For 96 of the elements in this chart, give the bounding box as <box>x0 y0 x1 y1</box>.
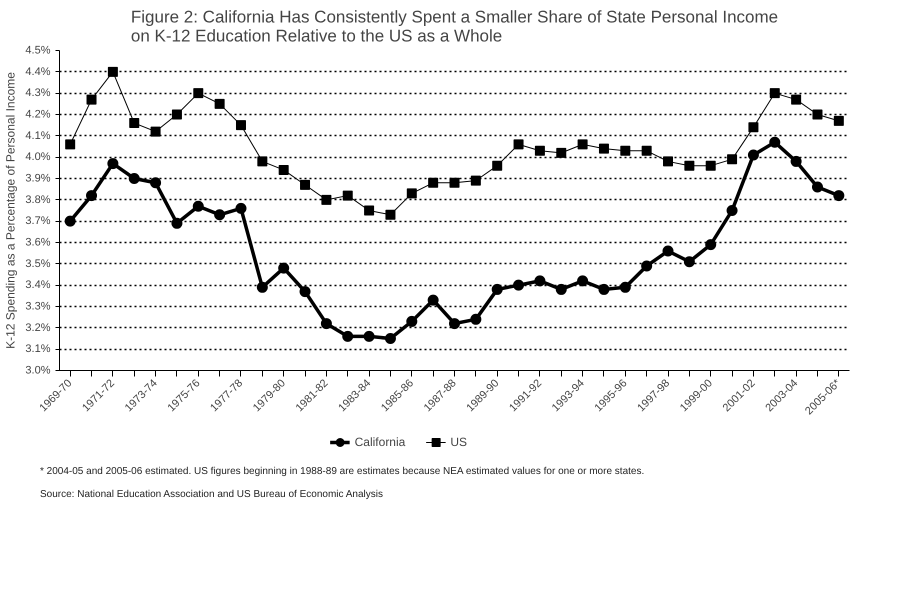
point <box>833 190 844 202</box>
point <box>556 284 567 295</box>
point <box>470 314 482 325</box>
point <box>556 148 566 158</box>
point <box>428 178 438 188</box>
point <box>727 154 738 164</box>
point <box>620 282 631 293</box>
point <box>598 144 609 154</box>
point <box>129 118 140 128</box>
point <box>171 218 182 229</box>
point <box>577 275 588 286</box>
point <box>662 246 674 257</box>
point <box>172 110 182 120</box>
point <box>812 182 823 193</box>
y-tick-label: 3.1% <box>25 343 51 356</box>
y-tick-label: 4.0% <box>25 151 51 164</box>
point <box>726 205 738 216</box>
point <box>642 146 652 156</box>
point <box>620 146 630 156</box>
point <box>790 156 802 167</box>
point <box>364 330 375 342</box>
y-tick-label: 3.0% <box>25 364 51 376</box>
point <box>598 284 610 295</box>
point <box>342 330 354 342</box>
point <box>514 139 524 150</box>
y-tick-label: 4.5% <box>25 44 51 56</box>
point <box>791 94 802 105</box>
point <box>300 286 311 298</box>
text: * 2004-05 and 2005-06 estimated. US figures beginning in 1988-89 are estimates because NEA estimated values for one or more states. <box>40 465 644 479</box>
y-tick-label: 3.4% <box>25 279 51 292</box>
point <box>641 260 652 272</box>
point <box>769 136 780 148</box>
point <box>770 88 780 98</box>
point <box>108 66 118 77</box>
point <box>150 177 162 188</box>
point <box>256 282 268 293</box>
point <box>812 110 822 120</box>
point <box>107 158 118 170</box>
point <box>214 98 225 109</box>
chart-title: Figure 2: California Has Consistently Spent a Smaller Share of State Personal Income on K-12 Education Relative to the US as a Whole <box>130 8 778 46</box>
y-tick-label: 3.7% <box>25 215 51 228</box>
point <box>320 318 332 330</box>
point <box>578 139 588 150</box>
point <box>406 316 418 327</box>
y-tick-label: 3.5% <box>25 258 51 270</box>
y-tick-label: 4.1% <box>25 130 51 142</box>
y-tick-label: 4.4% <box>25 66 51 78</box>
point <box>150 126 161 137</box>
point <box>449 318 460 330</box>
legend-label: US <box>450 435 468 449</box>
y-tick-label: 3.2% <box>25 322 51 334</box>
point <box>534 275 546 286</box>
point <box>406 188 417 198</box>
point <box>128 173 140 184</box>
point <box>235 202 246 214</box>
legend-label: California <box>354 435 406 449</box>
point <box>214 209 226 220</box>
point <box>384 333 396 344</box>
point <box>86 190 98 202</box>
y-axis-title: K-12 Spending as a Percentage of Personal Income <box>3 72 18 349</box>
y-tick-label: 3.8% <box>25 194 51 206</box>
point <box>663 156 674 166</box>
y-tick-label: 3.6% <box>25 236 51 248</box>
point <box>321 194 332 205</box>
point <box>65 139 76 150</box>
point <box>257 156 268 166</box>
point <box>492 284 503 295</box>
y-tick-label: 4.2% <box>25 108 51 120</box>
point <box>236 120 246 130</box>
point <box>342 190 353 201</box>
source-note: Source: National Education Association and US Bureau of Economic Analysis <box>40 488 383 502</box>
point <box>706 160 716 171</box>
y-tick-label: 3.3% <box>25 300 51 312</box>
point <box>64 216 76 227</box>
point <box>364 206 374 216</box>
point <box>192 200 204 212</box>
y-tick-label: 4.3% <box>25 87 51 100</box>
point <box>513 280 524 291</box>
point <box>705 239 716 250</box>
point <box>278 164 289 175</box>
point <box>748 122 758 132</box>
point <box>300 180 310 190</box>
point <box>684 256 695 268</box>
point <box>684 160 694 171</box>
point <box>534 146 545 156</box>
point <box>86 94 97 105</box>
point <box>278 262 290 274</box>
point <box>428 294 439 306</box>
point <box>492 160 502 171</box>
point <box>470 176 481 186</box>
point <box>834 116 844 126</box>
y-tick-label: 3.9% <box>25 172 51 184</box>
point <box>450 178 460 188</box>
point <box>748 150 759 161</box>
point <box>193 88 204 98</box>
point <box>385 210 396 220</box>
